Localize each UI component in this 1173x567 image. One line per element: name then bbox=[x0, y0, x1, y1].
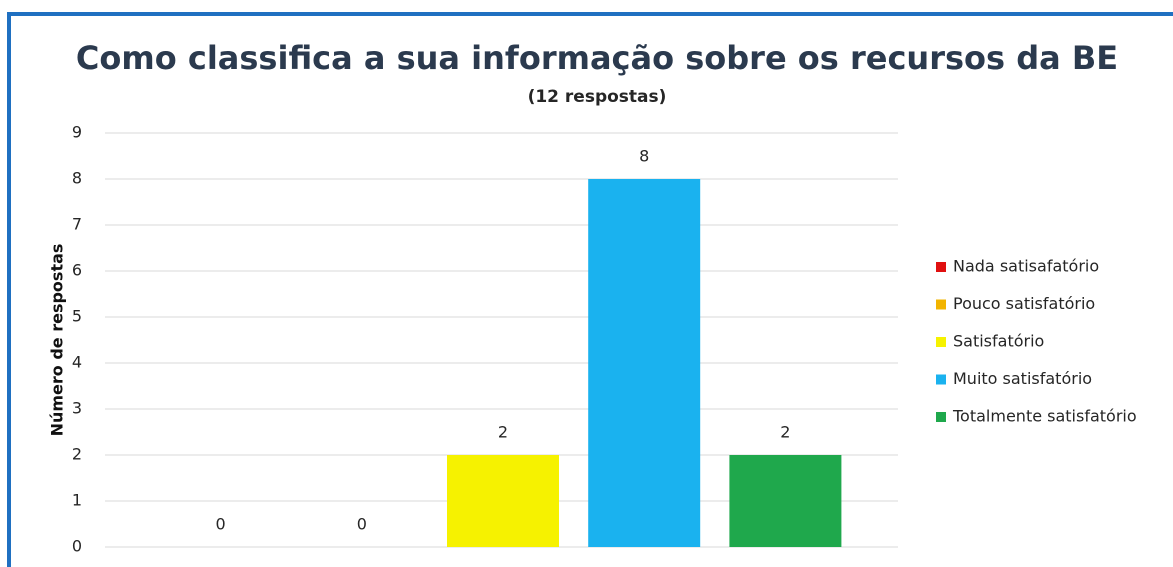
data-label: 0 bbox=[357, 515, 367, 534]
y-axis-label: Número de respostas bbox=[48, 244, 67, 437]
y-tick-label: 1 bbox=[72, 491, 82, 510]
chart-subtitle: (12 respostas) bbox=[528, 87, 667, 107]
legend-label: Satisfatório bbox=[953, 332, 1044, 351]
legend-label: Muito satisfatório bbox=[953, 369, 1092, 388]
y-tick-label: 4 bbox=[72, 353, 82, 372]
legend-label: Nada satisafatório bbox=[953, 257, 1099, 276]
y-tick-label: 5 bbox=[72, 307, 82, 326]
legend-label: Pouco satisfatório bbox=[953, 294, 1095, 313]
y-tick-label: 0 bbox=[72, 537, 82, 556]
legend-swatch bbox=[936, 412, 946, 422]
legend-swatch bbox=[936, 299, 946, 310]
y-tick-label: 6 bbox=[72, 261, 82, 280]
bar bbox=[729, 455, 842, 547]
legend-swatch bbox=[936, 262, 946, 272]
y-tick-label: 8 bbox=[72, 169, 82, 188]
frame bbox=[7, 12, 1173, 567]
bar bbox=[447, 455, 559, 547]
legend-swatch bbox=[936, 337, 946, 347]
bar bbox=[588, 179, 701, 547]
legend-label: Totalmente satisfatório bbox=[952, 407, 1137, 426]
y-tick-label: 7 bbox=[72, 215, 82, 234]
y-tick-label: 9 bbox=[72, 123, 82, 142]
data-label: 2 bbox=[780, 423, 790, 442]
y-tick-label: 2 bbox=[72, 445, 82, 464]
chart-title: Como classifica a sua informação sobre o… bbox=[76, 39, 1118, 77]
data-label: 0 bbox=[216, 515, 226, 534]
y-tick-label: 3 bbox=[72, 399, 82, 418]
data-label: 8 bbox=[639, 147, 649, 166]
data-label: 2 bbox=[498, 423, 508, 442]
legend-swatch bbox=[936, 374, 946, 385]
